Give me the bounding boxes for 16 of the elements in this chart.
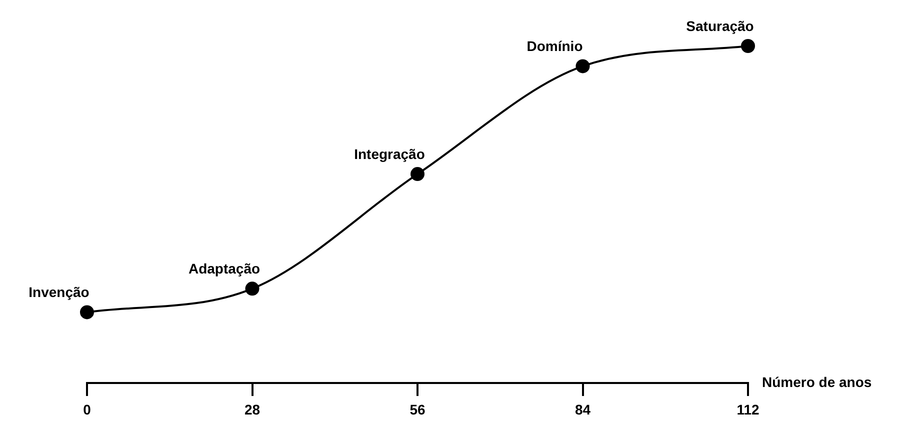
- point: [410, 167, 424, 182]
- annotation: Domínio: [526, 38, 583, 54]
- x-tick-label: 84: [574, 401, 591, 418]
- point: [80, 305, 94, 320]
- annotation: Integração: [354, 146, 425, 162]
- annotation: Invenção: [28, 284, 90, 300]
- annotation: Adaptação: [188, 260, 260, 276]
- point: [576, 59, 590, 74]
- x-tick-label: 28: [244, 401, 260, 418]
- x-axis-title: Número de anos: [762, 374, 872, 390]
- point: [741, 39, 755, 53]
- point: [245, 282, 260, 296]
- annotation: Saturação: [686, 18, 754, 34]
- x-tick-label: 56: [410, 401, 426, 418]
- x-tick-label: 112: [736, 401, 760, 418]
- x-tick-label: 0: [83, 401, 92, 418]
